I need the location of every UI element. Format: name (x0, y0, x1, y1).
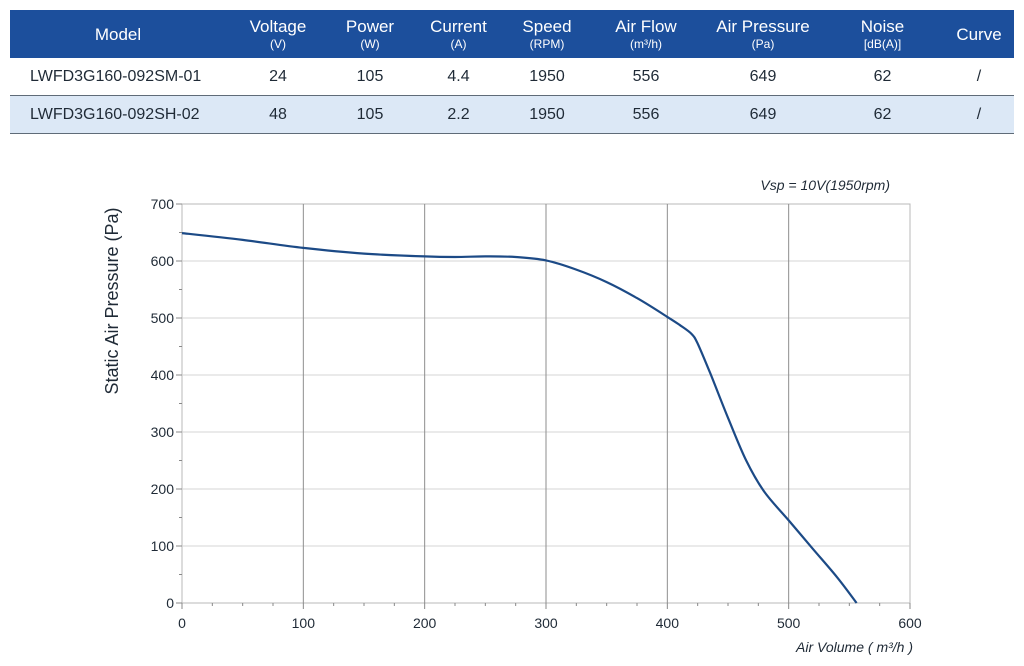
column-header-unit: (W) (360, 37, 380, 51)
x-tick-label: 600 (898, 615, 922, 631)
column-header: Model (10, 10, 226, 58)
x-tick-labels: 0 100 200 300 400 500 600 (178, 615, 922, 631)
y-axis-label: Static Air Pressure (Pa) (102, 207, 122, 394)
y-tick-label: 600 (151, 253, 175, 269)
x-tick-label: 300 (534, 615, 558, 631)
column-header-label: Voltage (249, 17, 307, 36)
spec-table: Model Voltage (V) Power (W) Current (A) Speed (R… (10, 10, 1014, 134)
table-cell: 1950 (507, 58, 587, 96)
column-header-unit: (RPM) (529, 37, 565, 51)
column-header-unit: (Pa) (751, 37, 775, 51)
column-header-unit: (A) (450, 37, 467, 51)
table-cell: 4.4 (410, 58, 507, 96)
column-header: Noise [dB(A)] (821, 10, 944, 58)
column-header: Power (W) (330, 10, 410, 58)
column-header-label: Power (345, 17, 395, 36)
y-tick-label: 500 (151, 310, 175, 326)
x-tick-label: 200 (413, 615, 437, 631)
y-tick-label: 0 (166, 595, 174, 611)
y-tick-label: 200 (151, 481, 175, 497)
column-header: Speed (RPM) (507, 10, 587, 58)
table-cell: 62 (821, 95, 944, 134)
table-cell: 649 (705, 95, 821, 134)
y-tick-label: 400 (151, 367, 175, 383)
column-header-label: Air Pressure (716, 17, 810, 36)
table-cell: 105 (330, 58, 410, 96)
table-cell: 556 (587, 95, 705, 134)
table-cell: / (944, 58, 1014, 96)
x-tick-label: 500 (777, 615, 801, 631)
column-header: Curve (944, 10, 1014, 58)
column-header: Voltage (V) (226, 10, 330, 58)
x-axis-label: Air Volume ( m³/h ) (795, 639, 913, 655)
table-cell: 62 (821, 58, 944, 96)
column-header: Air Flow (m³/h) (587, 10, 705, 58)
axis-ticks (176, 203, 911, 609)
header-row: Model Voltage (V) Power (W) Current (A) Speed (R… (10, 10, 1014, 58)
table-cell: 2.2 (410, 95, 507, 134)
column-header-unit: (m³/h) (630, 37, 662, 51)
x-tick-label: 0 (178, 615, 186, 631)
table-row: LWFD3G160-092SM-01 24 105 4.4 1950 556 649 62/ (10, 58, 1014, 96)
column-header-label: Current (430, 17, 487, 36)
x-tick-label: 400 (656, 615, 680, 631)
column-header-label: Noise (860, 17, 905, 36)
pressure-curve-chart: 0 100 200 300 400 500 600 0 100 200 300 400 500 600 7… (102, 177, 922, 655)
column-header: Current (A) (410, 10, 507, 58)
table-cell: 556 (587, 58, 705, 96)
model-cell: LWFD3G160-092SH-02 (10, 95, 226, 134)
grid-lines (182, 204, 910, 603)
table-cell: 1950 (507, 95, 587, 134)
chart-annotation: Vsp = 10V(1950rpm) (760, 177, 890, 193)
y-tick-labels: 0 100 200 300 400 500 600 700 (151, 196, 175, 611)
column-header: Air Pressure (Pa) (705, 10, 821, 58)
table-cell: 24 (226, 58, 330, 96)
y-tick-label: 700 (151, 196, 175, 212)
column-header-label: Curve (956, 24, 1002, 44)
table-cell: 105 (330, 95, 410, 134)
pressure-curve-line (181, 232, 858, 604)
table-cell: 649 (705, 58, 821, 96)
column-header-label: Model (94, 24, 142, 44)
table-body: LWFD3G160-092SM-01 24 105 4.4 1950 556 649 62/L… (10, 58, 1014, 134)
column-header-label: Air Flow (615, 17, 677, 36)
column-header-unit: [dB(A)] (863, 37, 902, 51)
table-header: Model Voltage (V) Power (W) Current (A) Speed (R… (10, 10, 1014, 58)
x-tick-label: 100 (292, 615, 316, 631)
column-header-label: Speed (522, 17, 572, 36)
y-tick-label: 100 (151, 538, 175, 554)
column-header-unit: (V) (270, 37, 286, 51)
table-cell: 48 (226, 95, 330, 134)
table-cell: / (944, 95, 1014, 134)
model-cell: LWFD3G160-092SM-01 (10, 58, 226, 96)
table-row: LWFD3G160-092SH-02 48 105 2.2 1950 556 649 62/ (10, 95, 1014, 134)
y-tick-label: 300 (151, 424, 175, 440)
